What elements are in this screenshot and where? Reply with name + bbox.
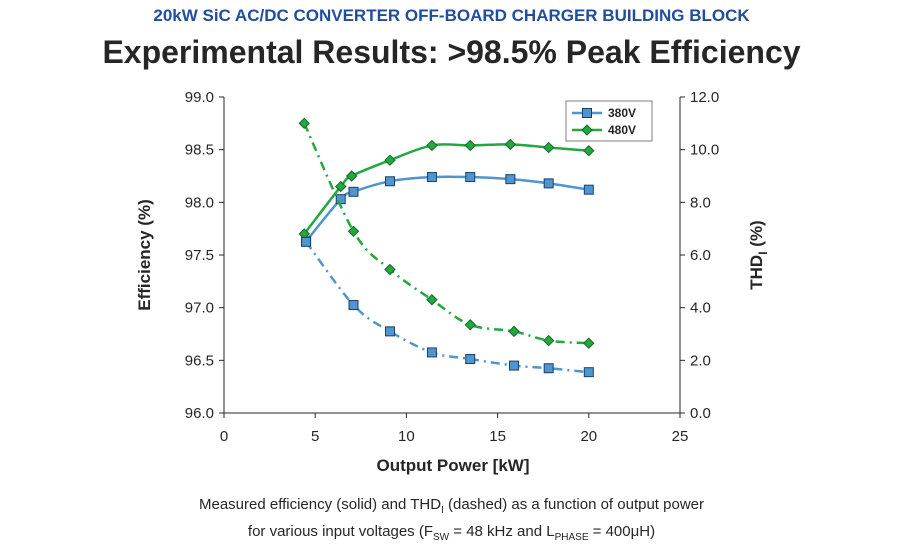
data-point xyxy=(542,334,555,347)
y2-label-sub: I xyxy=(756,251,770,254)
caption-line-2: for various input voltages (FSW = 48 kHz… xyxy=(247,523,656,543)
data-point xyxy=(426,139,438,152)
data-point xyxy=(465,354,476,365)
series-1-left-solid xyxy=(298,138,595,240)
data-point xyxy=(583,367,594,378)
y2-tick-label: 10.0 xyxy=(690,142,719,159)
data-point xyxy=(298,117,310,130)
y-tick-label: 98.0 xyxy=(185,194,214,211)
data-point xyxy=(348,300,359,311)
data-point xyxy=(583,337,595,349)
series-0-left-solid xyxy=(301,172,594,247)
data-point xyxy=(335,180,347,193)
y-tick-label: 97.5 xyxy=(185,247,214,264)
y-tick-label: 96.5 xyxy=(185,352,214,369)
data-point xyxy=(301,236,312,247)
data-point xyxy=(348,186,359,197)
series-layer xyxy=(298,117,595,378)
y2-tick-label: 6.0 xyxy=(690,247,711,264)
supertitle: 20kW SiC AC/DC CONVERTER OFF-BOARD CHARG… xyxy=(153,6,750,25)
axes: 0 5 10 15 20 25 96.0 96.5 97.0 97.5 98.0 98.5 99.0 0.… xyxy=(185,89,719,445)
series-3-right-dashed xyxy=(298,117,595,349)
data-point xyxy=(583,184,594,195)
data-point xyxy=(345,170,358,182)
y-tick-label: 99.0 xyxy=(185,89,214,106)
data-point xyxy=(543,178,554,189)
x-tick-label: 5 xyxy=(311,428,319,445)
slide-title: Experimental Results: >98.5% Peak Effici… xyxy=(102,34,801,70)
y2-label-tail: (%) xyxy=(747,220,766,251)
y-tick-label: 98.5 xyxy=(185,142,214,159)
legend-marker xyxy=(581,124,593,136)
x-axis-label: Output Power [kW] xyxy=(377,456,530,475)
data-point xyxy=(426,172,437,183)
x-tick-label: 0 xyxy=(220,428,228,445)
data-point xyxy=(542,141,555,154)
data-point xyxy=(543,363,554,374)
legend-box xyxy=(565,100,653,142)
data-point xyxy=(384,263,396,276)
x-tick-label: 25 xyxy=(672,428,689,445)
series-2-right-dashed xyxy=(301,236,594,378)
data-point xyxy=(464,319,476,331)
data-point xyxy=(384,154,396,166)
series-line xyxy=(305,241,589,374)
series-line xyxy=(303,122,589,345)
y2-label-main: THD xyxy=(747,255,766,290)
y2-tick-label: 0.0 xyxy=(690,405,711,422)
x-tick-label: 15 xyxy=(489,428,506,445)
caption-line-1: Measured efficiency (solid) and THDI (da… xyxy=(198,496,704,516)
data-point xyxy=(347,225,360,238)
data-point xyxy=(504,138,517,151)
y2-tick-label: 4.0 xyxy=(690,300,711,317)
legend-label: 480V xyxy=(608,123,636,137)
figure-caption: Measured efficiency (solid) and THDI (da… xyxy=(0,494,903,548)
y2-tick-label: 2.0 xyxy=(690,352,711,369)
y2-tick-label: 8.0 xyxy=(690,194,711,211)
data-point xyxy=(384,326,395,337)
y2-tick-label: 12.0 xyxy=(690,89,719,106)
data-point xyxy=(464,139,476,152)
data-point xyxy=(508,325,520,338)
y-axis-label: Efficiency (%) xyxy=(135,199,154,310)
y2-axis-label: THDI (%) xyxy=(747,220,770,289)
legend-marker xyxy=(582,108,592,118)
data-point xyxy=(384,176,395,187)
legend-label: 380V xyxy=(608,106,636,120)
y-tick-label: 96.0 xyxy=(185,405,214,422)
data-point xyxy=(465,172,476,183)
data-point xyxy=(505,174,516,185)
x-tick-label: 10 xyxy=(398,428,415,445)
data-point xyxy=(509,360,520,371)
data-point xyxy=(426,347,437,358)
x-tick-label: 20 xyxy=(580,428,597,445)
y-tick-label: 97.0 xyxy=(185,300,214,317)
legend: 380V 480V xyxy=(565,100,653,142)
data-point xyxy=(583,145,595,157)
data-point xyxy=(426,294,438,306)
